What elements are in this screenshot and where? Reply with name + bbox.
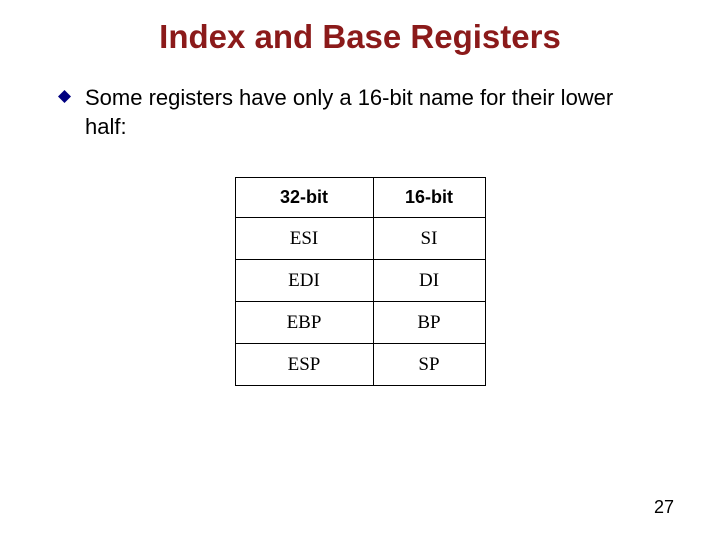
- table-cell: SP: [373, 344, 485, 386]
- table-header-row: 32-bit 16-bit: [235, 178, 485, 218]
- table-header-cell: 16-bit: [373, 178, 485, 218]
- table-cell: ESP: [235, 344, 373, 386]
- slide: Index and Base Registers Some registers …: [0, 0, 720, 540]
- bullet-item: Some registers have only a 16-bit name f…: [40, 84, 680, 141]
- table-row: ESI SI: [235, 218, 485, 260]
- page-title: Index and Base Registers: [40, 18, 680, 56]
- table-cell: EDI: [235, 260, 373, 302]
- bullet-text: Some registers have only a 16-bit name f…: [85, 84, 640, 141]
- table-row: ESP SP: [235, 344, 485, 386]
- register-table-container: 32-bit 16-bit ESI SI EDI DI EBP BP ESP S…: [40, 177, 680, 386]
- table-row: EBP BP: [235, 302, 485, 344]
- register-table: 32-bit 16-bit ESI SI EDI DI EBP BP ESP S…: [235, 177, 486, 386]
- table-cell: SI: [373, 218, 485, 260]
- table-cell: DI: [373, 260, 485, 302]
- table-row: EDI DI: [235, 260, 485, 302]
- table-cell: BP: [373, 302, 485, 344]
- diamond-bullet-icon: [58, 90, 71, 108]
- table-cell: EBP: [235, 302, 373, 344]
- table-header-cell: 32-bit: [235, 178, 373, 218]
- page-number: 27: [654, 497, 674, 518]
- table-cell: ESI: [235, 218, 373, 260]
